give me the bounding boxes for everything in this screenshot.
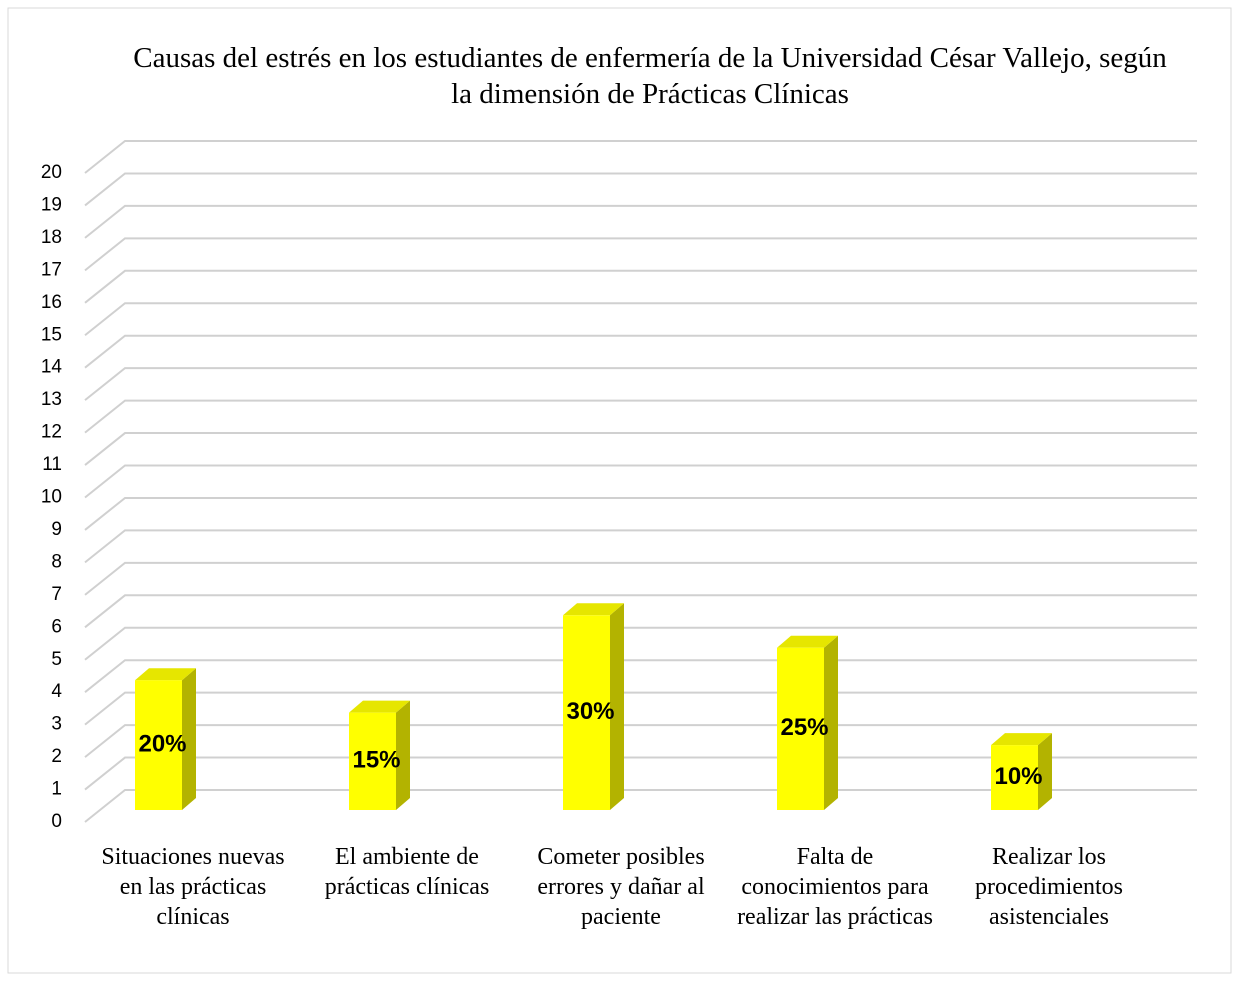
y-tick-label: 17 [41, 259, 62, 280]
y-tick-label: 10 [41, 487, 62, 508]
grid-line [84, 367, 1197, 401]
y-tick-label: 6 [51, 616, 62, 637]
y-tick-label: 9 [51, 519, 62, 540]
y-tick-label: 14 [41, 357, 63, 378]
x-tick-label: Cometer posibles errores y dañar al paci… [537, 844, 705, 930]
y-tick-label: 13 [41, 389, 62, 410]
y-tick-label: 3 [51, 714, 62, 735]
grid-line [84, 432, 1197, 466]
bar [777, 647, 824, 810]
y-tick-label: 16 [41, 292, 62, 313]
data-label: 30% [566, 698, 614, 725]
x-tick-label: Realizar los procedimientos asistenciale… [975, 844, 1123, 930]
grid-line [84, 594, 1197, 629]
y-tick-label: 18 [41, 227, 62, 248]
data-label: 15% [352, 747, 400, 774]
bar-top [349, 700, 410, 713]
bar-top [563, 603, 624, 616]
y-tick-label: 8 [51, 551, 62, 572]
grid-line [84, 237, 1197, 272]
data-label: 20% [138, 730, 186, 757]
bar-side [182, 668, 196, 810]
data-label: 10% [994, 763, 1042, 790]
bar-side [1038, 733, 1052, 810]
grid-line [84, 302, 1197, 337]
bar [563, 615, 610, 810]
grid-line [84, 269, 1197, 304]
y-tick-label: 12 [41, 422, 62, 443]
y-tick-label: 15 [41, 324, 62, 345]
y-tick-label: 2 [51, 746, 62, 767]
grid-line [84, 724, 1197, 758]
bar [349, 712, 396, 810]
bar-top [777, 635, 838, 648]
chart-title: Causas del estrés en los estudiantes de … [133, 42, 1167, 110]
y-tick-label: 7 [51, 584, 62, 605]
grid-line [84, 399, 1197, 434]
x-tick-label: Situaciones nuevas en las prácticas clín… [101, 844, 285, 930]
y-tick-label: 0 [51, 811, 62, 832]
bar-side [824, 635, 838, 810]
y-tick-label: 11 [42, 454, 62, 475]
grid-line [84, 691, 1197, 726]
grid-line [84, 529, 1197, 564]
grid-line [84, 204, 1197, 239]
data-label: 25% [780, 714, 828, 741]
grid-line [84, 334, 1197, 369]
grid-line [84, 140, 1197, 174]
grid-line [84, 172, 1197, 207]
x-tick-label: Falta de conocimientos para realizar las… [737, 844, 933, 930]
x-tick-label: El ambiente de prácticas clínicas [324, 844, 490, 900]
y-tick-label: 4 [51, 681, 62, 702]
grid-line [84, 464, 1197, 499]
grid-line [84, 626, 1197, 661]
bar-side [610, 603, 624, 810]
bar-top [991, 733, 1052, 746]
grid-line [84, 561, 1197, 596]
bar [135, 680, 182, 810]
grid-line [84, 496, 1197, 531]
chart-border [7, 7, 1232, 974]
y-tick-label: 5 [51, 649, 62, 670]
y-tick-label: 20 [41, 162, 62, 183]
bar-side [396, 700, 410, 810]
y-tick-label: 19 [41, 194, 62, 215]
grid-line [84, 659, 1197, 693]
y-tick-label: 1 [51, 779, 62, 800]
bar-top [135, 668, 196, 681]
bar [991, 745, 1038, 810]
grid-line [84, 756, 1197, 791]
grid-line [84, 789, 1197, 823]
